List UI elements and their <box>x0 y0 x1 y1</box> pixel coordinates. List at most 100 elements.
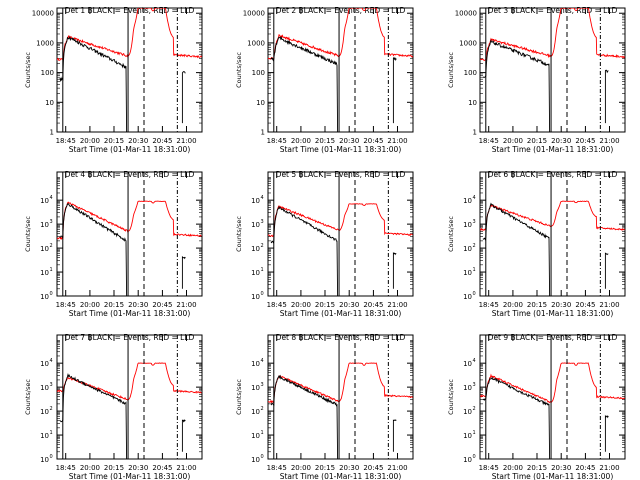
detector-panel-8: Det 8 BLACK = Events, RED = LLD Counts/se… <box>235 333 414 480</box>
x-tick-label: 20:45 <box>152 137 172 145</box>
events-series-fragment <box>181 255 186 289</box>
y-tick-label: 10 <box>40 293 49 301</box>
x-tick-label: 20:45 <box>363 301 383 309</box>
y-tick-exponent: 0 <box>261 291 264 297</box>
y-axis-label: Counts/sec <box>447 216 455 252</box>
plot-frame <box>56 334 203 460</box>
y-tick-label: 100 <box>464 69 477 77</box>
lld-series-line <box>268 362 413 404</box>
y-tick-label: 10 <box>463 245 472 253</box>
y-axis-label: Counts/sec <box>447 379 455 415</box>
x-tick-label: 20:00 <box>291 137 311 145</box>
detector-panel-9: Det 9 BLACK = Events, RED = LLD Counts/se… <box>447 333 626 480</box>
x-tick-label: 20:15 <box>104 464 124 472</box>
x-tick-label: 18:45 <box>56 464 76 472</box>
events-series-line <box>59 373 128 459</box>
lld-series-line <box>268 203 413 238</box>
x-tick-label: 20:15 <box>527 464 547 472</box>
lld-series-line <box>480 8 625 62</box>
x-tick-label: 20:30 <box>551 464 571 472</box>
x-tick-label: 20:00 <box>291 464 311 472</box>
x-tick-label: 21:00 <box>387 137 407 145</box>
x-tick-label: 20:45 <box>152 301 172 309</box>
y-tick-label: 10 <box>251 432 260 440</box>
x-tick-label: 20:15 <box>315 137 335 145</box>
y-axis-label: Counts/sec <box>24 379 32 415</box>
y-tick-exponent: 0 <box>50 291 53 297</box>
y-tick-exponent: 3 <box>473 219 476 225</box>
plot-frame <box>479 171 626 297</box>
panel-title: Det 3 BLACK = Events, RED = LLD <box>488 6 618 15</box>
x-tick-label: 21:00 <box>387 301 407 309</box>
x-tick-label: 20:15 <box>104 301 124 309</box>
y-tick-label: 100 <box>41 69 54 77</box>
x-tick-label: 20:30 <box>128 464 148 472</box>
x-tick-label: 21:00 <box>599 464 619 472</box>
x-axis-label: Start Time (01-Mar-11 18:31:00) <box>69 145 191 154</box>
y-tick-label: 10 <box>251 456 260 464</box>
x-axis-label: Start Time (01-Mar-11 18:31:00) <box>280 145 402 154</box>
y-tick-label: 10 <box>256 99 265 107</box>
y-tick-label: 1000 <box>247 39 265 47</box>
x-tick-label: 18:45 <box>56 301 76 309</box>
x-tick-label: 20:45 <box>575 137 595 145</box>
y-tick-label: 10000 <box>243 10 265 18</box>
lld-series-line <box>480 362 625 404</box>
x-axis-label: Start Time (01-Mar-11 18:31:00) <box>69 309 191 318</box>
y-tick-label: 10 <box>40 384 49 392</box>
y-tick-exponent: 3 <box>261 219 264 225</box>
y-tick-label: 10 <box>251 269 260 277</box>
y-tick-label: 10 <box>463 197 472 205</box>
x-axis-label: Start Time (01-Mar-11 18:31:00) <box>492 309 614 318</box>
y-tick-label: 10 <box>40 269 49 277</box>
y-tick-label: 10 <box>251 384 260 392</box>
detector-panel-2: Det 2 BLACK = Events, RED = LLD Counts/se… <box>235 6 414 154</box>
y-tick-exponent: 1 <box>473 430 476 436</box>
y-tick-label: 10 <box>40 197 49 205</box>
x-tick-label: 20:00 <box>291 301 311 309</box>
plot-frame <box>56 7 203 133</box>
y-tick-exponent: 0 <box>50 454 53 460</box>
x-tick-label: 20:30 <box>128 137 148 145</box>
panel-title: Det 8 BLACK = Events, RED = LLD <box>276 333 406 342</box>
x-tick-label: 20:15 <box>315 464 335 472</box>
y-tick-exponent: 3 <box>50 382 53 388</box>
events-series-line <box>59 202 128 296</box>
y-tick-label: 10 <box>463 384 472 392</box>
y-axis-label: Counts/sec <box>235 52 243 88</box>
events-series-fragment <box>604 252 609 289</box>
panel-title: Det 7 BLACK = Events, RED = LLD <box>65 333 195 342</box>
y-axis-label: Counts/sec <box>24 52 32 88</box>
y-tick-label: 10 <box>45 99 54 107</box>
x-tick-label: 20:00 <box>503 301 523 309</box>
y-tick-exponent: 4 <box>50 358 53 364</box>
x-tick-label: 18:45 <box>267 137 287 145</box>
events-series-line <box>270 374 339 459</box>
y-tick-exponent: 0 <box>473 454 476 460</box>
y-tick-exponent: 3 <box>50 219 53 225</box>
y-tick-label: 10 <box>251 408 260 416</box>
x-tick-label: 21:00 <box>176 301 196 309</box>
x-tick-label: 20:00 <box>80 301 100 309</box>
panel-title: Det 1 BLACK = Events, RED = LLD <box>65 6 195 15</box>
x-tick-label: 20:45 <box>363 137 383 145</box>
y-tick-label: 10 <box>468 99 477 107</box>
x-tick-label: 20:45 <box>575 464 595 472</box>
x-tick-label: 20:15 <box>315 301 335 309</box>
x-tick-label: 20:30 <box>339 301 359 309</box>
y-tick-exponent: 1 <box>50 267 53 273</box>
events-series-line <box>482 39 551 132</box>
lld-series-line <box>480 200 625 231</box>
y-tick-label: 10 <box>463 408 472 416</box>
y-tick-exponent: 4 <box>261 195 264 201</box>
y-tick-exponent: 2 <box>50 243 53 249</box>
x-tick-label: 20:30 <box>551 301 571 309</box>
x-tick-label: 18:45 <box>479 301 499 309</box>
y-tick-exponent: 1 <box>261 267 264 273</box>
events-series-fragment <box>392 419 397 452</box>
x-tick-label: 18:45 <box>267 464 287 472</box>
x-axis-label: Start Time (01-Mar-11 18:31:00) <box>280 309 402 318</box>
panel-title: Det 6 BLACK = Events, RED = LLD <box>488 170 618 179</box>
events-series-fragment <box>392 56 397 124</box>
